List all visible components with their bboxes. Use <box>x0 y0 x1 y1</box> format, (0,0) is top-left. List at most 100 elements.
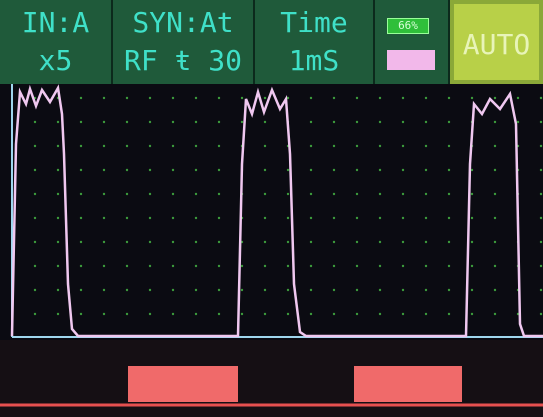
grid-dot <box>80 193 82 195</box>
grid-dot <box>356 145 358 147</box>
grid-dot <box>126 265 128 267</box>
grid-dot <box>126 241 128 243</box>
grid-dot <box>379 289 381 291</box>
grid-dot <box>126 145 128 147</box>
grid-dot <box>448 217 450 219</box>
grid-dot <box>195 193 197 195</box>
grid-dot <box>494 145 496 147</box>
grid-dot <box>172 169 174 171</box>
grid-dot <box>34 265 36 267</box>
grid-dot <box>517 97 519 99</box>
grid-dot <box>34 313 36 315</box>
grid-dot <box>448 145 450 147</box>
grid-dot <box>333 121 335 123</box>
trigger: RF ŧ 30 <box>113 42 253 80</box>
grid-dot <box>172 193 174 195</box>
grid-dot <box>241 265 243 267</box>
gain: x5 <box>0 42 111 80</box>
grid-dot <box>402 121 404 123</box>
grid-dot <box>448 97 450 99</box>
grid-dot <box>310 193 312 195</box>
grid-dot <box>103 145 105 147</box>
grid-dot <box>356 97 358 99</box>
grid-dot <box>126 313 128 315</box>
grid-dot <box>195 121 197 123</box>
channel: IN:A <box>0 4 111 42</box>
grid-dot <box>264 241 266 243</box>
grid-dot <box>287 169 289 171</box>
logic-pulse <box>354 366 462 402</box>
grid-dot <box>379 121 381 123</box>
grid-dot <box>57 145 59 147</box>
grid-dot <box>425 289 427 291</box>
grid-dot <box>103 97 105 99</box>
time-value: 1mS <box>255 42 373 80</box>
input-cell: IN:A x5 <box>0 0 113 84</box>
grid-dot <box>172 97 174 99</box>
grid-dot <box>241 313 243 315</box>
grid-dot <box>126 169 128 171</box>
grid-dot <box>241 97 243 99</box>
grid-dot <box>172 289 174 291</box>
grid-dot <box>80 217 82 219</box>
grid-dot <box>402 193 404 195</box>
grid-dot <box>172 265 174 267</box>
grid-dot <box>471 217 473 219</box>
grid-dot <box>471 313 473 315</box>
grid-dot <box>356 289 358 291</box>
grid-dot <box>57 217 59 219</box>
grid-dot <box>333 289 335 291</box>
grid-dot <box>494 289 496 291</box>
grid-dot <box>264 145 266 147</box>
grid-dot <box>425 169 427 171</box>
grid-dot <box>425 241 427 243</box>
grid-dot <box>264 289 266 291</box>
grid-dot <box>310 313 312 315</box>
auto-button[interactable]: AUTO <box>450 0 543 84</box>
battery-cell: 66% <box>375 0 450 84</box>
grid-dot <box>34 169 36 171</box>
grid-dot <box>172 217 174 219</box>
grid-dot <box>425 97 427 99</box>
grid-dot <box>287 313 289 315</box>
grid-dot <box>310 289 312 291</box>
grid-dot <box>448 169 450 171</box>
grid-dot <box>494 97 496 99</box>
grid-dot <box>218 121 220 123</box>
grid-dot <box>494 217 496 219</box>
grid-dot <box>287 289 289 291</box>
grid-dot <box>195 313 197 315</box>
grid-dot <box>34 193 36 195</box>
grid-dot <box>425 121 427 123</box>
grid-dot <box>287 265 289 267</box>
grid-dot <box>287 217 289 219</box>
grid-dot <box>264 217 266 219</box>
grid-dot <box>333 193 335 195</box>
grid-dot <box>103 121 105 123</box>
grid-dot <box>540 289 542 291</box>
grid-dot <box>218 217 220 219</box>
grid-dot <box>356 217 358 219</box>
grid-dot <box>540 265 542 267</box>
grid-dot <box>172 145 174 147</box>
grid-dot <box>172 121 174 123</box>
grid-dot <box>264 97 266 99</box>
grid-dot <box>195 97 197 99</box>
grid-dot <box>402 289 404 291</box>
grid-dot <box>379 97 381 99</box>
grid-dot <box>333 217 335 219</box>
grid-dot <box>402 217 404 219</box>
grid-dot <box>379 193 381 195</box>
grid-dot <box>471 169 473 171</box>
grid-dot <box>471 193 473 195</box>
grid-dot <box>57 169 59 171</box>
grid-dot <box>57 289 59 291</box>
grid-dot <box>103 241 105 243</box>
grid-dot <box>57 193 59 195</box>
grid-dot <box>80 265 82 267</box>
grid-dot <box>264 193 266 195</box>
grid-dot <box>448 289 450 291</box>
grid-dot <box>149 97 151 99</box>
grid-dot <box>126 193 128 195</box>
grid-dot <box>218 193 220 195</box>
